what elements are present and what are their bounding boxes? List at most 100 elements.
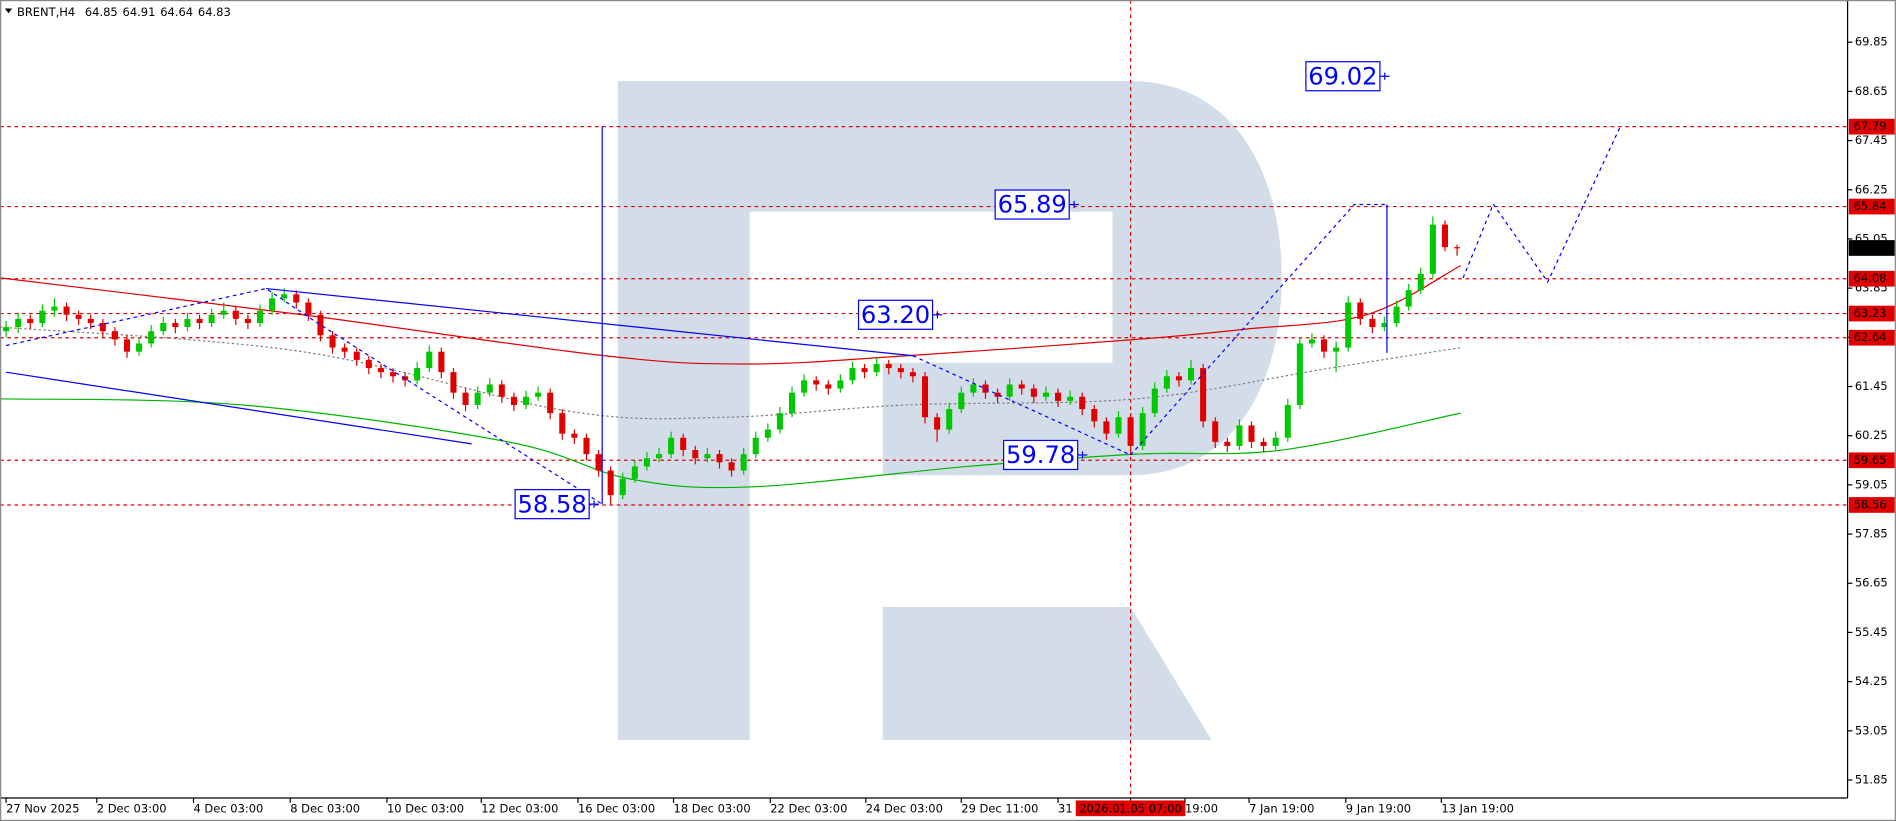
candle-body xyxy=(704,454,711,459)
candle-body xyxy=(1175,376,1182,381)
candle-body xyxy=(462,392,469,405)
x-tick-label: 4 Dec 03:00 xyxy=(194,801,264,815)
candle-body xyxy=(535,392,542,397)
candle-body xyxy=(184,318,191,328)
candle-body xyxy=(1127,417,1134,446)
candle-body xyxy=(75,314,82,319)
candle-body xyxy=(946,409,953,430)
candle-body xyxy=(1454,247,1461,249)
y-tick-label: 54.25 xyxy=(1855,674,1888,688)
candle-body xyxy=(922,376,929,418)
candle-body xyxy=(970,384,977,393)
candle-body xyxy=(909,372,916,377)
level-label: 62.64 xyxy=(1854,330,1887,344)
x-tick-label: 27 Nov 2025 xyxy=(6,801,79,815)
candle-body xyxy=(1200,368,1207,422)
candle-body xyxy=(293,294,300,303)
candle-body xyxy=(1393,306,1400,323)
candle-body xyxy=(1417,273,1424,291)
candle-body xyxy=(655,454,663,459)
drawing-line xyxy=(1462,126,1621,284)
candle-body xyxy=(329,335,336,348)
candle-body xyxy=(498,384,505,397)
candle-body xyxy=(111,331,118,340)
candle-body xyxy=(244,318,251,323)
candle-body xyxy=(1042,392,1049,397)
series-layer xyxy=(0,216,1461,505)
candle-body xyxy=(365,359,372,369)
candle-body xyxy=(958,392,965,410)
candle-body xyxy=(148,331,155,344)
header: BRENT,H4 64.85 64.91 64.64 64.83 xyxy=(17,5,231,19)
x-tick-label: 2026.01.05 07:00 xyxy=(1079,801,1181,815)
candle-body xyxy=(861,368,868,373)
level-box xyxy=(1848,270,1895,287)
candle-body xyxy=(341,347,348,352)
level-box xyxy=(1848,305,1895,322)
candle-body xyxy=(547,392,554,414)
y-tick-label: 57.85 xyxy=(1855,527,1888,541)
candle-body xyxy=(595,454,602,471)
candle-body xyxy=(522,396,530,405)
candle-body xyxy=(1308,339,1315,344)
candle-body xyxy=(353,351,360,360)
levels-layer xyxy=(0,0,1848,799)
x-tick-label: 18 Dec 03:00 xyxy=(674,801,751,815)
candle-body xyxy=(1139,413,1146,446)
candle-body xyxy=(692,450,699,459)
high: 64.91 xyxy=(123,5,156,19)
candle-body xyxy=(305,302,312,315)
candle-body xyxy=(1224,441,1231,446)
candle-body xyxy=(1163,376,1170,389)
drawing-line xyxy=(5,287,603,505)
x-tick-label: 13 Jan 19:00 xyxy=(1441,801,1514,815)
y-tick-label: 69.85 xyxy=(1855,35,1888,49)
menu-arrow[interactable] xyxy=(4,8,13,14)
candle-body xyxy=(450,372,457,393)
annotation-label: 58.58 xyxy=(518,490,587,518)
candle-body xyxy=(220,310,227,315)
low: 64.64 xyxy=(160,5,193,19)
x-tick-label: 22 Dec 03:00 xyxy=(770,801,847,815)
open: 64.85 xyxy=(85,5,118,19)
x-tick-label: 2 Dec 03:00 xyxy=(97,801,167,815)
candle-body xyxy=(559,413,566,434)
candle-body xyxy=(1236,425,1243,446)
y-tick-label: 66.25 xyxy=(1855,182,1888,196)
candle-body xyxy=(172,322,179,328)
candle-body xyxy=(269,298,276,311)
candle-body xyxy=(1248,425,1255,442)
candle-body xyxy=(1272,437,1279,446)
candle-body xyxy=(607,470,614,496)
drawing-line xyxy=(265,287,913,357)
overlay-layer: 69.8568.6567.4566.2565.0563.8562.6561.45… xyxy=(5,35,1895,817)
level-label: 67.79 xyxy=(1854,119,1887,133)
x-tick-label: 12 Dec 03:00 xyxy=(481,801,558,815)
level-box xyxy=(1848,118,1895,135)
candle-body xyxy=(1079,396,1086,410)
level-label: 58.56 xyxy=(1854,497,1887,511)
candle-body xyxy=(123,339,131,352)
y-tick-label: 56.65 xyxy=(1855,576,1888,590)
drawing-line xyxy=(1130,203,1387,456)
candle-body xyxy=(39,310,46,323)
candle-body xyxy=(1333,347,1340,352)
candle-body xyxy=(3,327,10,332)
candle-body xyxy=(1067,396,1074,401)
candle-body xyxy=(136,343,143,352)
drawing-line xyxy=(912,355,1131,456)
candle-body xyxy=(849,368,856,381)
candle-body xyxy=(631,466,638,479)
candle-body xyxy=(643,458,650,467)
x-tick-label: 31 xyxy=(1058,801,1073,815)
candle-body xyxy=(1260,441,1267,446)
candle-body xyxy=(1369,318,1376,328)
candle-body xyxy=(619,478,626,496)
level-box xyxy=(1848,329,1895,346)
candle-body xyxy=(728,462,735,471)
candle-body xyxy=(377,368,384,373)
candle-body xyxy=(438,351,445,373)
candle-body xyxy=(414,368,421,381)
